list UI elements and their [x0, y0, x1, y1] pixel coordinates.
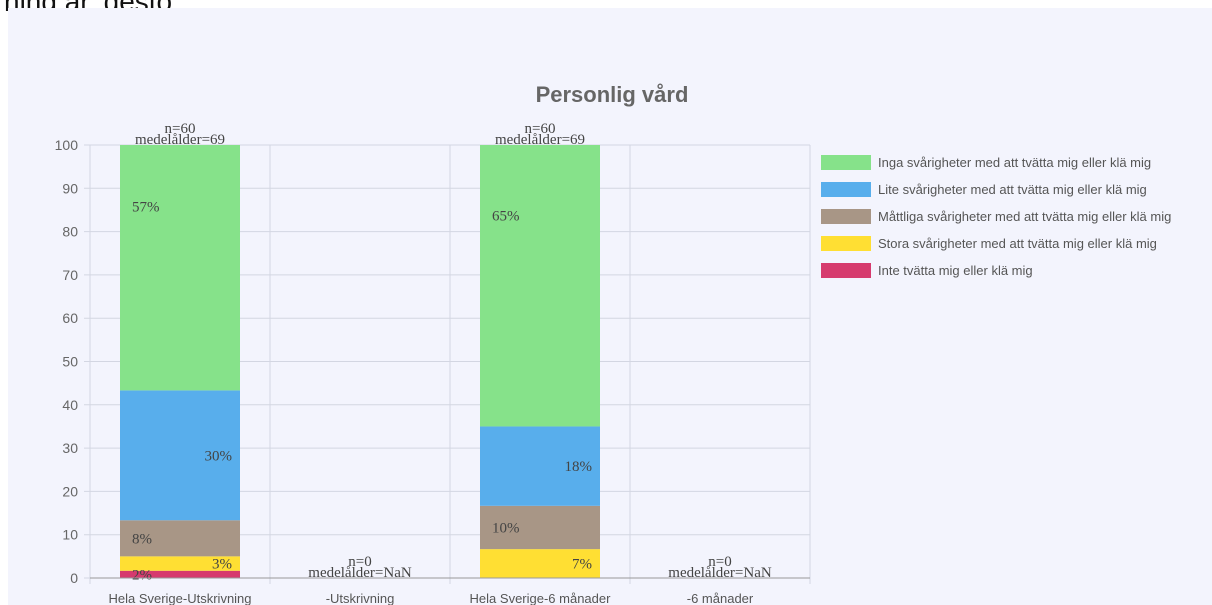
y-tick-label: 90	[62, 180, 78, 196]
bar-segment	[480, 549, 600, 578]
y-tick-label: 50	[62, 354, 78, 370]
legend-label: Stora svårigheter med att tvätta mig ell…	[878, 236, 1157, 251]
y-tick-label: 10	[62, 527, 78, 543]
age-label: medelålder=69	[135, 132, 225, 148]
n-label: n=60	[165, 121, 196, 137]
x-tick-label: -6 månader	[687, 591, 754, 605]
y-tick-label: 60	[62, 310, 78, 326]
bar-segment	[480, 505, 600, 550]
bar-segment	[120, 520, 240, 557]
age-label: medelålder=NaN	[308, 565, 412, 581]
segment-label: 10%	[492, 520, 520, 536]
bars	[120, 145, 600, 578]
legend-label: Måttliga svårigheter med att tvätta mig …	[878, 209, 1171, 224]
legend-swatch	[821, 182, 871, 197]
y-tick-label: 20	[62, 483, 78, 499]
n-label: n=0	[708, 554, 731, 570]
chart-title: Personlig vård	[536, 82, 689, 107]
x-tick-label: -Utskrivning	[326, 591, 395, 605]
segment-label: 57%	[132, 199, 160, 215]
legend: Inga svårigheter med att tvätta mig elle…	[821, 155, 1171, 278]
segment-label: 8%	[132, 531, 152, 547]
age-label: medelålder=69	[495, 132, 585, 148]
top-labels: n=60medelålder=69n=0medelålder=NaNn=60me…	[135, 121, 772, 581]
y-tick-label: 70	[62, 267, 78, 283]
y-tick-label: 0	[70, 570, 78, 586]
segment-label: 7%	[572, 557, 592, 573]
legend-label: Inte tvätta mig eller klä mig	[878, 263, 1033, 278]
x-tick-label: Hela Sverige-Utskrivning	[108, 591, 251, 605]
y-axis: 0 10 20 30 40 50 60 70 80 90 100	[55, 137, 79, 586]
n-label: n=60	[525, 121, 556, 137]
legend-label: Inga svårigheter med att tvätta mig elle…	[878, 155, 1151, 170]
x-axis: Hela Sverige-Utskrivning -Utskrivning Hela…	[90, 577, 810, 605]
segment-labels: 2% 3% 8% 30% 57% 7% 10% 18% 65%	[132, 199, 592, 583]
segment-label: 3%	[212, 557, 232, 573]
bar-segment	[120, 570, 240, 578]
y-tick-label: 100	[55, 137, 79, 153]
segment-label: 65%	[492, 208, 520, 224]
segment-label: 30%	[205, 448, 233, 464]
age-label: medelålder=NaN	[668, 565, 772, 581]
bar-segment	[480, 145, 600, 427]
bar-segment	[120, 556, 240, 571]
legend-swatch	[821, 263, 871, 278]
segment-label: 18%	[565, 459, 593, 475]
x-tick-label: Hela Sverige-6 månader	[470, 591, 612, 605]
legend-swatch	[821, 155, 871, 170]
y-tick-label: 40	[62, 397, 78, 413]
y-tick-label: 30	[62, 440, 78, 456]
legend-swatch	[821, 236, 871, 251]
bar-segment	[120, 390, 240, 521]
y-tick-label: 80	[62, 224, 78, 240]
bar-segment	[120, 145, 240, 391]
segment-label: 2%	[132, 567, 152, 583]
bar-segment	[480, 426, 600, 506]
n-label: n=0	[348, 554, 371, 570]
legend-swatch	[821, 209, 871, 224]
legend-label: Lite svårigheter med att tvätta mig elle…	[878, 182, 1147, 197]
